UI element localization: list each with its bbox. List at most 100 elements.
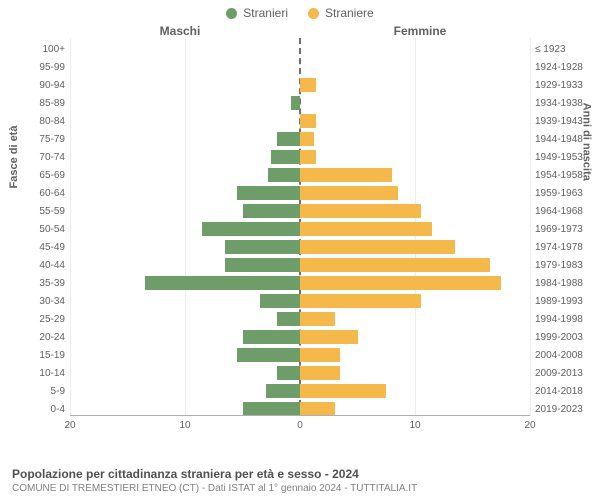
bar-female xyxy=(300,114,316,128)
age-label: 5-9 xyxy=(15,386,65,397)
chart-rows: 100+≤ 192395-991924-192890-941929-193385… xyxy=(70,40,530,418)
bar-female xyxy=(300,312,335,326)
header-male: Maschi xyxy=(0,24,300,38)
chart-footer: Popolazione per cittadinanza straniera p… xyxy=(12,467,588,494)
birth-year-label: ≤ 1923 xyxy=(535,44,600,55)
age-label: 40-44 xyxy=(15,260,65,271)
birth-year-label: 1934-1938 xyxy=(535,98,600,109)
birth-year-label: 1974-1978 xyxy=(535,242,600,253)
age-label: 45-49 xyxy=(15,242,65,253)
birth-year-label: 1999-2003 xyxy=(535,332,600,343)
age-label: 15-19 xyxy=(15,350,65,361)
pyramid-row: 80-841939-1943 xyxy=(70,112,530,130)
bar-female xyxy=(300,222,432,236)
pyramid-row: 30-341989-1993 xyxy=(70,292,530,310)
pyramid-row: 10-142009-2013 xyxy=(70,364,530,382)
bar-female xyxy=(300,402,335,416)
bar-female xyxy=(300,258,490,272)
birth-year-label: 1929-1933 xyxy=(535,80,600,91)
age-label: 90-94 xyxy=(15,80,65,91)
pyramid-row: 90-941929-1933 xyxy=(70,76,530,94)
x-axis: 201001020 xyxy=(70,415,530,438)
swatch-male-icon xyxy=(226,8,237,19)
birth-year-label: 1989-1993 xyxy=(535,296,600,307)
legend-label-male: Stranieri xyxy=(243,6,288,20)
pyramid-row: 70-741949-1953 xyxy=(70,148,530,166)
age-label: 30-34 xyxy=(15,296,65,307)
birth-year-label: 1984-1988 xyxy=(535,278,600,289)
pyramid-row: 75-791944-1948 xyxy=(70,130,530,148)
birth-year-label: 1954-1958 xyxy=(535,170,600,181)
column-headers: Maschi Femmine xyxy=(0,24,600,38)
bar-female xyxy=(300,294,421,308)
pyramid-row: 20-241999-2003 xyxy=(70,328,530,346)
pyramid-row: 55-591964-1968 xyxy=(70,202,530,220)
header-female: Femmine xyxy=(300,24,600,38)
x-tick-label: 20 xyxy=(524,420,535,431)
age-label: 65-69 xyxy=(15,170,65,181)
age-label: 0-4 xyxy=(15,404,65,415)
age-label: 85-89 xyxy=(15,98,65,109)
bar-female xyxy=(300,204,421,218)
bar-male xyxy=(277,312,300,326)
bar-male xyxy=(243,330,301,344)
bar-female xyxy=(300,240,455,254)
pyramid-row: 15-192004-2008 xyxy=(70,346,530,364)
pyramid-row: 45-491974-1978 xyxy=(70,238,530,256)
bar-male xyxy=(271,150,300,164)
bar-female xyxy=(300,330,358,344)
bar-male xyxy=(237,186,300,200)
birth-year-label: 1969-1973 xyxy=(535,224,600,235)
age-label: 100+ xyxy=(15,44,65,55)
legend: Stranieri Straniere xyxy=(0,0,600,20)
bar-male xyxy=(225,258,300,272)
pyramid-row: 5-92014-2018 xyxy=(70,382,530,400)
swatch-female-icon xyxy=(308,8,319,19)
x-tick-label: 20 xyxy=(64,420,75,431)
chart-container: Stranieri Straniere Maschi Femmine Fasce… xyxy=(0,0,600,500)
bar-male xyxy=(291,96,300,110)
pyramid-row: 50-541969-1973 xyxy=(70,220,530,238)
bar-female xyxy=(300,132,314,146)
age-label: 60-64 xyxy=(15,188,65,199)
birth-year-label: 1964-1968 xyxy=(535,206,600,217)
birth-year-label: 2019-2023 xyxy=(535,404,600,415)
gridline xyxy=(530,38,531,416)
age-label: 35-39 xyxy=(15,278,65,289)
pyramid-row: 60-641959-1963 xyxy=(70,184,530,202)
age-label: 55-59 xyxy=(15,206,65,217)
birth-year-label: 1994-1998 xyxy=(535,314,600,325)
birth-year-label: 2009-2013 xyxy=(535,368,600,379)
bar-male xyxy=(266,384,301,398)
birth-year-label: 2014-2018 xyxy=(535,386,600,397)
legend-label-female: Straniere xyxy=(325,6,374,20)
bar-male xyxy=(237,348,300,362)
age-label: 70-74 xyxy=(15,152,65,163)
bar-female xyxy=(300,78,316,92)
chart-subtitle: COMUNE DI TREMESTIERI ETNEO (CT) - Dati … xyxy=(12,483,588,494)
bar-female xyxy=(300,186,398,200)
bar-male xyxy=(202,222,300,236)
pyramid-row: 40-441979-1983 xyxy=(70,256,530,274)
age-label: 25-29 xyxy=(15,314,65,325)
bar-female xyxy=(300,276,501,290)
bar-male xyxy=(243,402,301,416)
pyramid-row: 25-291994-1998 xyxy=(70,310,530,328)
age-label: 80-84 xyxy=(15,116,65,127)
bar-female xyxy=(300,150,316,164)
age-label: 50-54 xyxy=(15,224,65,235)
birth-year-label: 1949-1953 xyxy=(535,152,600,163)
pyramid-row: 35-391984-1988 xyxy=(70,274,530,292)
bar-male xyxy=(260,294,300,308)
birth-year-label: 1924-1928 xyxy=(535,62,600,73)
age-label: 95-99 xyxy=(15,62,65,73)
birth-year-label: 1944-1948 xyxy=(535,134,600,145)
bar-male xyxy=(145,276,300,290)
age-label: 20-24 xyxy=(15,332,65,343)
bar-female xyxy=(300,348,340,362)
chart-area: 100+≤ 192395-991924-192890-941929-193385… xyxy=(70,38,530,438)
birth-year-label: 1959-1963 xyxy=(535,188,600,199)
age-label: 10-14 xyxy=(15,368,65,379)
birth-year-label: 1979-1983 xyxy=(535,260,600,271)
pyramid-row: 65-691954-1958 xyxy=(70,166,530,184)
